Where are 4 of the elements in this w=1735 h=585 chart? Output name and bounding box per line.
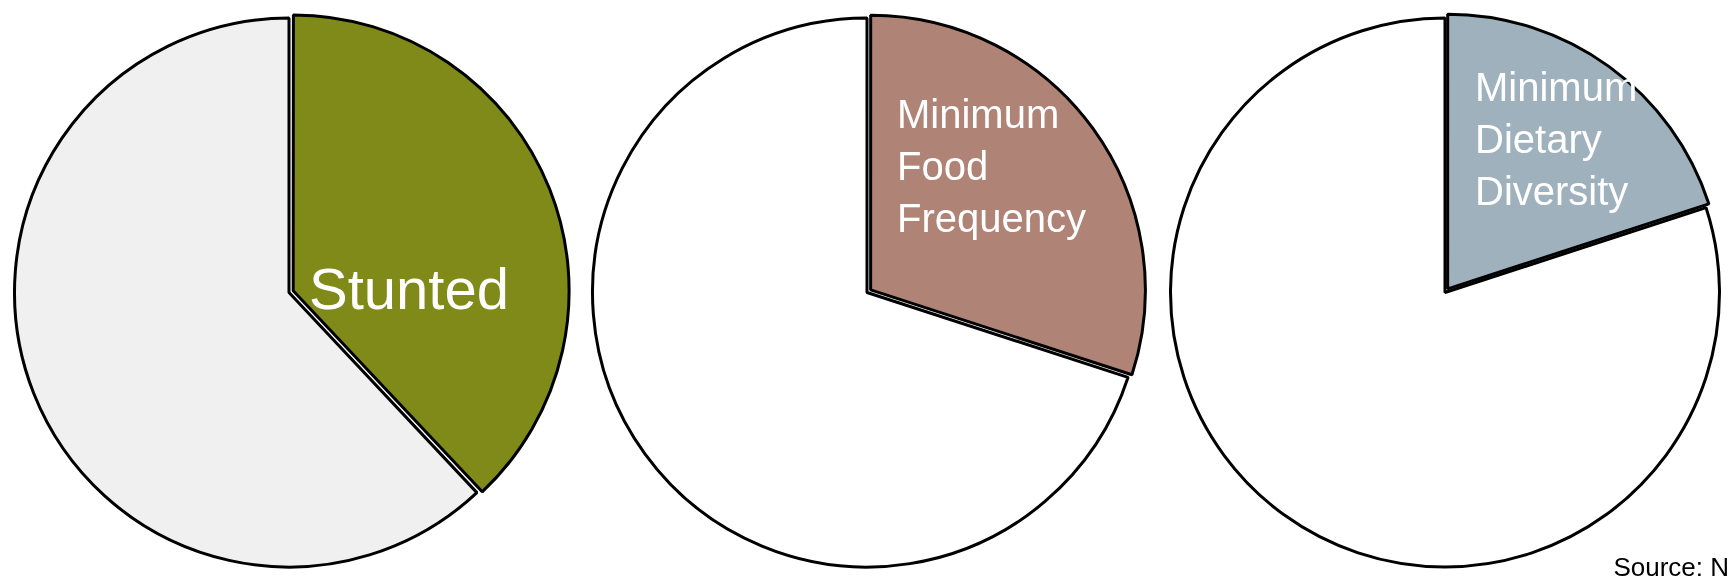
source-note: Source: N — [1613, 552, 1729, 583]
slice-label: Stunted — [309, 255, 509, 321]
slice-label: Minimum Dietary Diversity — [1475, 64, 1638, 213]
slice-label: Minimum Food Frequency — [897, 92, 1086, 241]
